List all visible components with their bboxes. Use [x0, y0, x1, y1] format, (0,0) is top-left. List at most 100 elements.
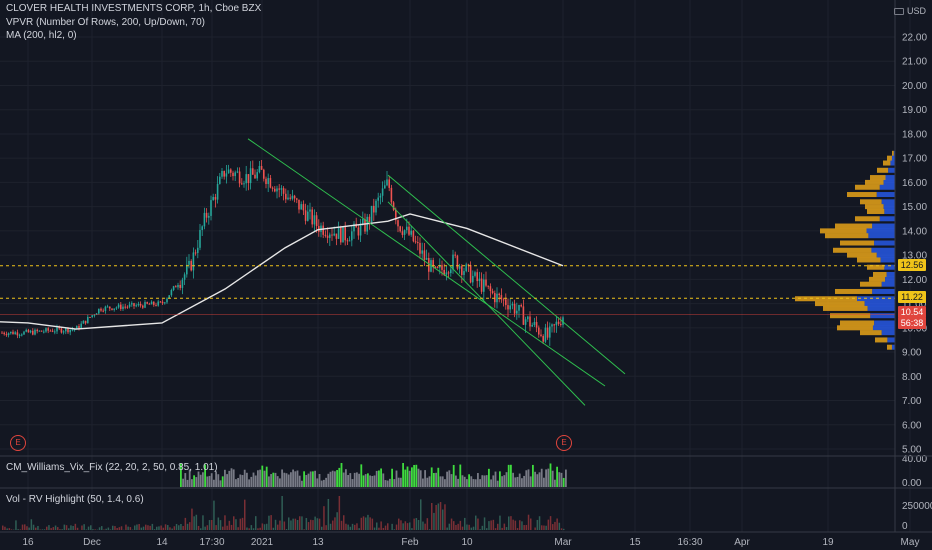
vix-bar [364, 474, 367, 487]
volume-bar [103, 529, 105, 530]
vix-fix-histogram: 40.00 0.00 [180, 454, 927, 489]
volume-bar [378, 527, 380, 530]
volume-bar [195, 514, 198, 530]
volume-bar [153, 529, 156, 530]
vpvr-bar-down [883, 204, 895, 210]
price-tag-level-2: 11.22 [898, 291, 926, 303]
candle-body [144, 302, 146, 308]
vpvr-bar-down [881, 281, 895, 287]
volume-bar [158, 526, 160, 530]
vix-bar [554, 479, 556, 487]
candle-body [45, 328, 47, 332]
volume-bar [228, 520, 231, 530]
candle-body [265, 178, 267, 185]
candle-body [93, 314, 96, 316]
vix-bar [479, 479, 481, 487]
vpvr-legend[interactable]: VPVR (Number Of Rows, 200, Up/Down, 70) [6, 17, 205, 28]
volume-bar [107, 527, 110, 530]
candle-body [80, 323, 82, 329]
vix-bar [419, 470, 422, 487]
candle-body [381, 188, 384, 196]
price-tick-label: 9.00 [902, 348, 922, 359]
candle-body [520, 304, 522, 307]
vix-bar [252, 472, 255, 487]
price-axis[interactable]: 22.00 21.00 20.00 19.00 18.00 17.00 16.00 15.00… [902, 33, 927, 456]
volume-bar [186, 523, 189, 530]
vix-bar [188, 469, 191, 487]
candle-body [342, 226, 344, 243]
vpvr-bar-up [860, 199, 882, 205]
vix-bar [417, 468, 420, 487]
volume-bar [191, 508, 193, 530]
volume-legend[interactable]: Vol - RV Highlight (50, 1.4, 0.6) [6, 494, 144, 505]
volume-bar [362, 516, 365, 530]
vix-bar [254, 475, 257, 487]
volume-bar [21, 524, 24, 530]
vix-bar [296, 470, 299, 487]
volume-bar [43, 529, 46, 530]
price-tick-label: 21.00 [902, 57, 927, 68]
candle-body [496, 293, 498, 303]
price-tick-label: 11.00 [902, 299, 927, 310]
candle-body [58, 327, 60, 329]
vix-fix-legend[interactable]: CM_Williams_Vix_Fix (22, 20, 2, 50, 0.85… [6, 462, 218, 473]
vix-bar [470, 476, 473, 487]
vix-bar [536, 474, 539, 487]
volume-bar [560, 528, 563, 530]
volume-bar [521, 521, 523, 530]
volume-bar [83, 524, 85, 530]
volume-bar [433, 512, 435, 530]
price-tick-label: 8.00 [902, 372, 922, 383]
vix-bar [259, 469, 261, 487]
earnings-marker-left[interactable]: E [10, 435, 26, 451]
volume-bar [512, 519, 514, 530]
candle-body [223, 170, 225, 177]
candle-body [243, 183, 245, 185]
candle-body [230, 169, 232, 173]
candle-body [137, 303, 140, 306]
volume-bar [431, 503, 433, 530]
volume-bar [501, 527, 503, 530]
candle-body [199, 229, 201, 248]
candle-body [335, 233, 338, 239]
candle-body [181, 279, 184, 288]
volume-bar [250, 525, 253, 530]
price-tick-label: 7.00 [902, 396, 922, 407]
volume-bar [398, 518, 400, 530]
earnings-marker-right[interactable]: E [556, 435, 572, 451]
volume-bar [4, 526, 6, 530]
vpvr-bar-up [857, 257, 881, 263]
vix-bar [314, 470, 316, 487]
vix-bar [312, 471, 314, 487]
candle-body [313, 215, 316, 225]
vix-bar [512, 472, 514, 487]
candle-body [100, 308, 102, 311]
price-candles [1, 160, 564, 346]
vpvr-bar-down [881, 199, 895, 205]
time-axis[interactable]: 16 Dec 14 17:30 2021 13 Feb 10 Mar 15 16:30 Apr 19 Ma… [22, 537, 919, 548]
volume-bar [248, 528, 250, 530]
vpvr-bar-up [869, 276, 886, 282]
candle-body [472, 275, 474, 283]
vix-bar [331, 470, 334, 487]
volume-bar [259, 527, 261, 530]
vix-bar [241, 475, 244, 487]
candle-body [282, 188, 285, 194]
vix-bar [551, 470, 554, 487]
ma-legend[interactable]: MA (200, hl2, 0) [6, 30, 77, 41]
volume-bar [162, 527, 165, 530]
candle-body [104, 306, 107, 312]
volume-bar [444, 504, 446, 530]
volume-bar [354, 524, 356, 530]
vix-bar [481, 475, 484, 487]
currency-label[interactable]: USD [893, 6, 926, 16]
price-tick-label: 18.00 [902, 129, 927, 140]
candle-body [538, 327, 540, 335]
volume-bar [206, 525, 209, 530]
candle-body [117, 304, 120, 308]
candle-body [348, 240, 351, 242]
vpvr-bar-up [835, 223, 873, 229]
time-tick-label: Feb [401, 537, 419, 548]
candle-body [102, 310, 104, 312]
